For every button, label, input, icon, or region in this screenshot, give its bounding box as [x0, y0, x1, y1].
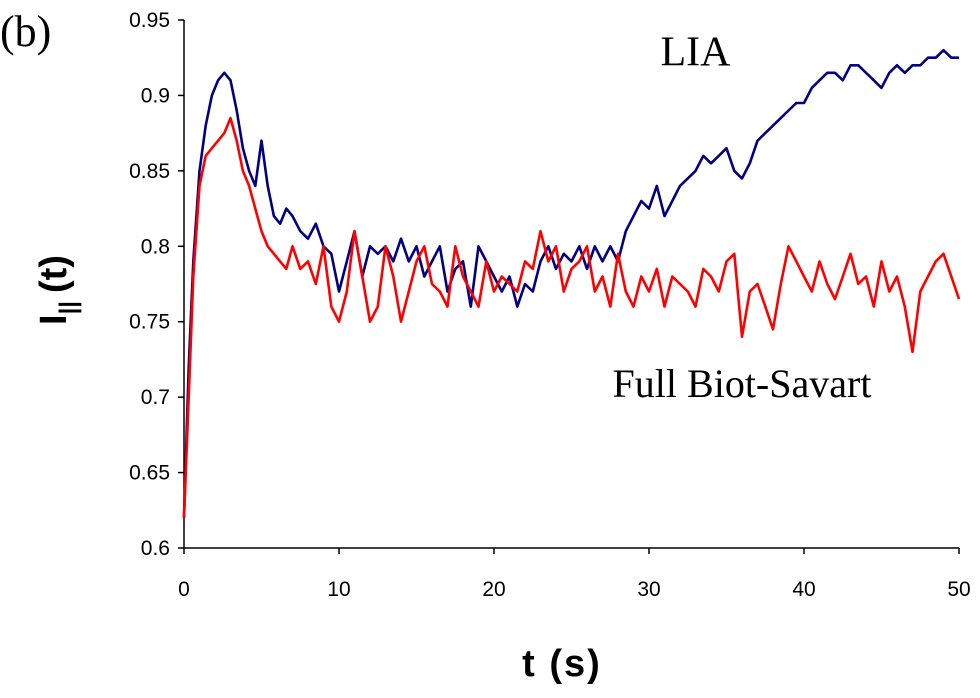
- y-tick-label: 0.6: [141, 537, 170, 560]
- y-axis-title-main: I: [33, 314, 75, 325]
- x-tick-label: 20: [482, 578, 505, 601]
- svg-text:I||(t): I|| (t): [33, 255, 82, 325]
- y-tick-label: 0.9: [141, 84, 170, 107]
- y-axis-title-tail: (t): [33, 255, 75, 293]
- series-layer: [182, 48, 961, 518]
- y-tick-label: 0.7: [141, 386, 170, 409]
- x-tick-label: 10: [327, 578, 350, 601]
- annotation-full-biot-savart: Full Biot-Savart: [613, 361, 872, 406]
- y-tick-label: 0.8: [141, 235, 170, 258]
- x-tick-label: 50: [947, 578, 970, 601]
- y-tick-label: 0.65: [129, 462, 170, 485]
- series-line-lia: [182, 48, 959, 518]
- y-tick-label: 0.95: [129, 9, 170, 32]
- y-tick-label: 0.75: [129, 311, 170, 334]
- x-ticks: 0 10 20 30 40 50: [178, 548, 971, 601]
- y-ticks: 0.6 0.65 0.7 0.75 0.8 0.85 0.9 0.95: [129, 9, 184, 560]
- x-axis-title: t (s): [522, 643, 602, 685]
- x-tick-label: 0: [178, 578, 190, 601]
- x-tick-label: 40: [792, 578, 815, 601]
- plot-area: 0.6 0.65 0.7 0.75 0.8 0.85 0.9 0.95 0 10 20 30 40 50: [129, 9, 971, 601]
- series-line-full-biot-savart: [182, 116, 961, 518]
- annotation-layer: LIA Full Biot-Savart: [613, 29, 872, 406]
- y-axis-title: I|| (t): [33, 255, 82, 325]
- annotation-lia: LIA: [661, 29, 732, 75]
- x-tick-label: 30: [637, 578, 660, 601]
- y-axis-title-sub: ||: [55, 301, 82, 314]
- panel-label: (b): [0, 7, 51, 56]
- y-tick-label: 0.85: [129, 160, 170, 183]
